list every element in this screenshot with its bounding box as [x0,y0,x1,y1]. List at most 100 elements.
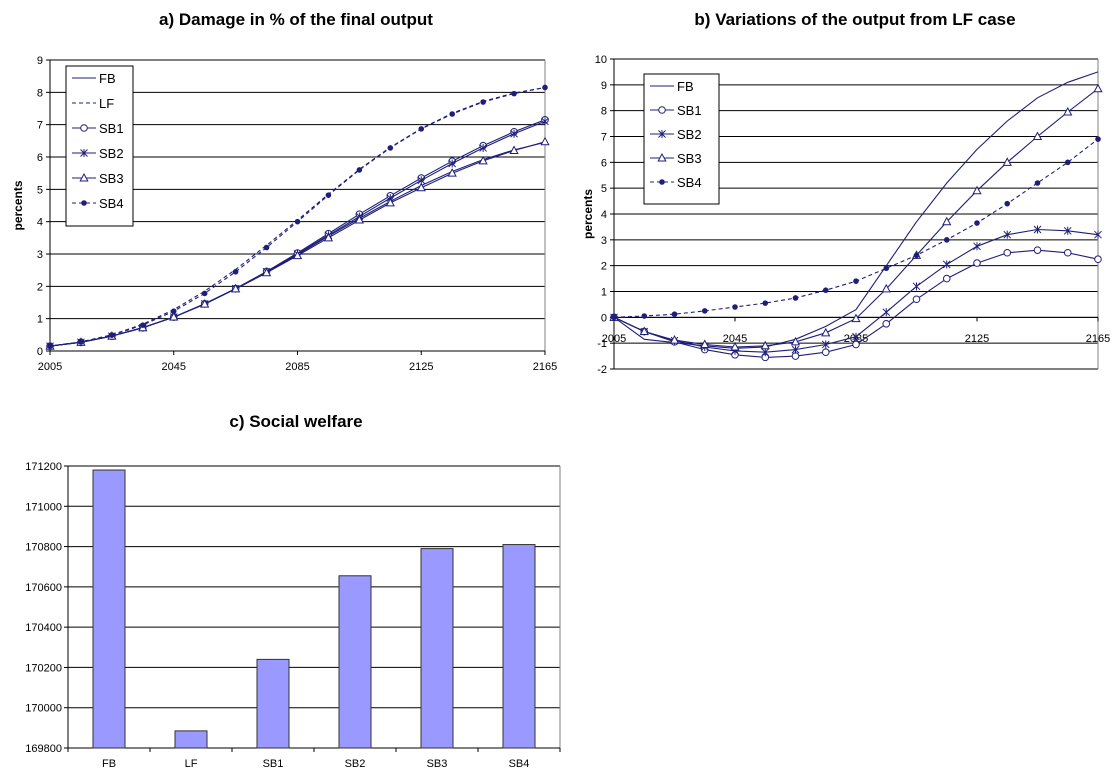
point-SB1-2095 [882,319,891,328]
point-SB2-2085 [852,332,860,341]
point-SB3-2095 [881,283,891,293]
legend-label-SB3: SB3 [677,151,702,166]
point-SB4-2015 [78,339,84,345]
point-SB3-2155 [1063,106,1073,116]
x-tick-label-LF: LF [185,758,198,770]
point-SB3-2155 [509,145,519,155]
y-tick-label: 1 [37,314,43,326]
point-SB2-2145 [1033,225,1042,234]
legend-label-SB2: SB2 [677,127,702,142]
legend-label-SB4: SB4 [677,175,702,190]
point-SB3-2075 [261,267,272,277]
y-tick-label: 2 [37,281,43,293]
point-SB4-2035 [701,308,708,314]
y-tick-label: 9 [601,80,607,92]
legend-marker [658,106,666,114]
y-tick-label: 7 [601,132,607,144]
legend-marker [81,200,87,206]
bar-SB4 [502,544,536,749]
point-SB2-2095 [882,308,891,317]
point-SB3-2145 [478,155,488,165]
point-SB4-2055 [762,300,769,306]
point-SB4-2095 [325,192,332,198]
y-tick-label: 7 [37,120,43,132]
bar-FB [92,469,126,749]
point-SB3-2115 [942,216,952,226]
point-SB4-2085 [294,218,301,225]
point-SB1-2135 [1003,248,1012,257]
point-SB4-2105 [356,167,363,173]
point-SB4-2125 [974,220,980,226]
point-SB4-2145 [1034,180,1041,186]
point-SB1-2075 [821,348,830,357]
point-SB2-2125 [973,242,981,251]
point-SB2-2155 [1063,226,1072,235]
y-tick-label: 9 [37,55,43,67]
y-tick-label: 3 [601,235,607,247]
point-SB4-2155 [511,90,517,97]
x-tick-label: 2125 [409,361,433,373]
point-SB1-2085 [852,340,860,349]
x-tick-label-SB1: SB1 [263,758,284,770]
y-tick-label: 6 [601,157,607,169]
legend-marker [659,179,665,185]
y-tick-label: 170400 [25,622,62,634]
point-SB2-2055 [761,348,770,357]
legend-marker [657,152,667,162]
point-SB1-2105 [912,295,921,304]
point-SB3-2125 [972,185,982,195]
point-SB3-2075 [821,327,831,337]
point-SB2-2145 [479,143,487,152]
point-SB3-2085 [851,313,861,323]
point-SB3-2135 [447,168,457,177]
x-tick-label-SB3: SB3 [427,758,448,770]
legend-label-FB: FB [99,71,116,86]
bar-LF [174,730,208,749]
x-tick-label: 2085 [285,361,309,373]
legend-label-LF: LF [99,96,114,111]
point-SB2-2165 [541,117,549,126]
point-SB3-2125 [416,182,426,192]
legend-label-SB1: SB1 [99,121,124,136]
y-tick-label: 8 [37,87,43,99]
point-SB4-2025 [671,311,678,318]
point-SB4-2065 [232,268,239,275]
legend-marker [80,149,88,157]
legend-marker [79,172,89,182]
y-axis-label: percents [11,180,25,230]
y-tick-label: 10 [595,54,607,66]
point-SB4-2165 [1095,136,1101,142]
y-tick-label: 171000 [25,501,62,513]
point-SB4-2145 [480,99,486,105]
legend-label-SB3: SB3 [99,171,124,186]
point-SB1-2145 [1033,246,1042,254]
point-SB3-2105 [354,215,365,224]
y-tick-label: 8 [601,106,607,118]
point-SB4-2075 [263,244,270,251]
point-SB4-2155 [1064,159,1071,166]
bar-SB2 [338,575,372,749]
point-SB4-2105 [913,252,920,259]
point-SB1-2125 [973,259,981,267]
y-tick-label: 170600 [25,582,62,594]
point-SB1-2155 [1063,248,1072,257]
chart-a-title: a) Damage in % of the final output [159,10,433,29]
point-SB3-2165 [540,136,550,146]
y-tick-label: 170200 [25,662,62,674]
y-tick-label: 5 [601,183,607,195]
point-SB2-2105 [912,282,921,291]
point-SB4-2095 [883,265,890,272]
legend-label-SB2: SB2 [99,146,124,161]
x-tick-label: 2005 [602,333,626,345]
y-tick-label: 2 [601,261,607,273]
legend-marker [658,130,666,138]
point-SB3-2015 [639,326,649,336]
point-SB2-2075 [821,340,830,349]
y-tick-label: 5 [37,184,43,196]
y-tick-label: 0 [37,346,43,358]
point-SB4-2055 [201,290,208,297]
y-tick-label: 170000 [25,703,62,715]
y-tick-label: 4 [601,209,607,221]
point-SB3-2055 [760,340,770,350]
